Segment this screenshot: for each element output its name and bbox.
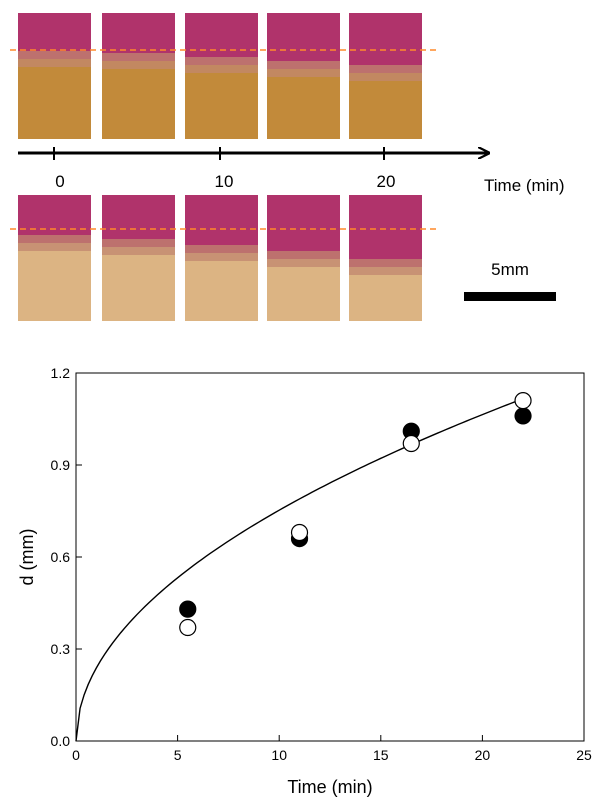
x-tick-label: 0 <box>72 747 80 763</box>
x-axis: 0 5 10 15 20 25 <box>72 735 592 763</box>
bottom-row-frame-2 <box>102 195 175 321</box>
penetration-depth-chart: 0.0 0.3 0.6 0.9 1.2 0 5 10 15 20 25 d (mm) Time (… <box>17 365 592 797</box>
diffusion-front <box>267 251 340 267</box>
dye-region <box>349 13 422 73</box>
time-tick-label-10: 10 <box>215 172 234 191</box>
diffusion-front <box>185 245 258 261</box>
diffusion-front <box>185 57 258 73</box>
scale-bar-label: 5mm <box>491 260 529 279</box>
dye-region <box>267 13 340 69</box>
diffusion-front <box>267 61 340 77</box>
y-tick-label: 0.0 <box>51 733 71 749</box>
swab-photo-strip-figure: 0 10 20 Time (min) 5mm <box>10 13 565 321</box>
diffusion-front <box>18 235 91 251</box>
x-axis-label: Time (min) <box>287 777 372 797</box>
open-point-2 <box>290 523 309 542</box>
top-row-frame-2 <box>102 13 175 139</box>
open-point-3 <box>402 434 420 453</box>
time-axis-label: Time (min) <box>484 176 565 195</box>
x-tick-label: 5 <box>174 747 182 763</box>
dye-region <box>185 195 258 253</box>
top-row-frame-4 <box>267 13 340 139</box>
bottom-row-frame-3 <box>185 195 258 321</box>
open-point-4 <box>514 391 532 410</box>
top-row-frame-3 <box>185 13 258 139</box>
x-tick-label: 20 <box>475 747 491 763</box>
diffusion-front <box>349 259 422 275</box>
photo-row-bottom <box>18 195 422 321</box>
dye-region <box>267 195 340 259</box>
bottom-row-frame-1 <box>18 195 91 321</box>
y-tick-label: 0.3 <box>51 641 71 657</box>
bottom-row-frame-5 <box>349 195 422 321</box>
diffusion-front <box>102 53 175 69</box>
time-tick-label-20: 20 <box>377 172 396 191</box>
top-row-frame-5 <box>349 13 422 139</box>
x-tick-label: 10 <box>271 747 287 763</box>
time-tick-label-0: 0 <box>55 172 64 191</box>
y-tick-label: 0.9 <box>51 457 71 473</box>
filled-point-1 <box>179 600 197 618</box>
y-axis-label: d (mm) <box>17 529 37 586</box>
y-axis: 0.0 0.3 0.6 0.9 1.2 <box>51 365 82 749</box>
y-tick-label: 1.2 <box>51 365 71 381</box>
x-tick-label: 25 <box>576 747 592 763</box>
bottom-row-frame-4 <box>267 195 340 321</box>
open-point-1 <box>179 618 197 637</box>
filled-point-4 <box>514 407 532 425</box>
dye-region <box>349 195 422 267</box>
y-tick-label: 0.6 <box>51 549 71 565</box>
diffusion-front <box>349 65 422 81</box>
dye-region <box>102 195 175 247</box>
fit-curve <box>75 398 524 742</box>
scale-bar <box>464 292 556 301</box>
top-row-frame-1 <box>18 13 91 139</box>
diffusion-front <box>102 239 175 255</box>
diffusion-front <box>18 51 91 67</box>
data-points <box>179 391 532 637</box>
plot-frame <box>75 372 585 742</box>
dye-region <box>185 13 258 65</box>
photo-row-top <box>18 13 422 139</box>
x-tick-label: 15 <box>373 747 389 763</box>
